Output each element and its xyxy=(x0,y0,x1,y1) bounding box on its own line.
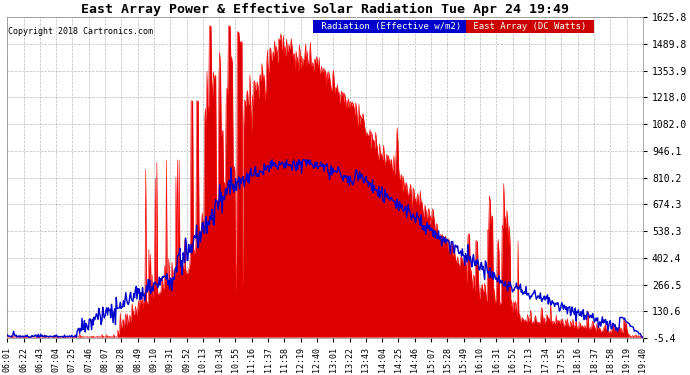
Text: Copyright 2018 Cartronics.com: Copyright 2018 Cartronics.com xyxy=(8,27,153,36)
Text: East Array (DC Watts): East Array (DC Watts) xyxy=(468,22,592,31)
Text: Radiation (Effective w/m2): Radiation (Effective w/m2) xyxy=(315,22,466,31)
Title: East Array Power & Effective Solar Radiation Tue Apr 24 19:49: East Array Power & Effective Solar Radia… xyxy=(81,3,569,16)
